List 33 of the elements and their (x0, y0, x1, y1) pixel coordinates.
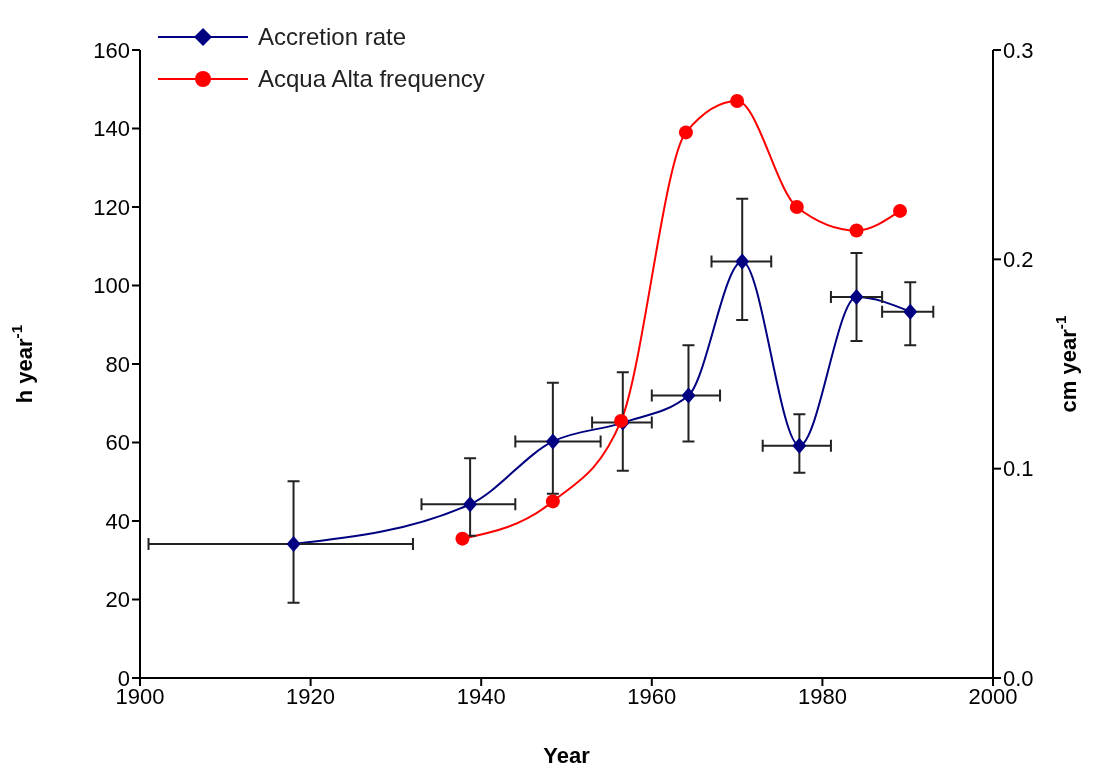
y-tick-label: 160 (93, 37, 130, 63)
y-tick-label: 60 (105, 430, 130, 456)
point (545, 494, 560, 509)
point (678, 125, 693, 140)
y-tick-label: 100 (93, 273, 130, 299)
point (792, 437, 807, 454)
point (545, 433, 560, 450)
y2-tick-label: 0.1 (1003, 456, 1034, 482)
legend-label: Accretion rate (258, 23, 407, 51)
y-tick-label: 120 (93, 194, 130, 220)
point (849, 223, 864, 238)
point (789, 200, 804, 214)
point (455, 531, 470, 546)
y-tick-label: 40 (105, 508, 130, 534)
legend-label: Acqua Alta frequency (258, 65, 485, 93)
y2-tick-label: 0.2 (1003, 247, 1034, 273)
y-tick-label: 140 (93, 116, 130, 142)
y-tick-label: 20 (105, 587, 130, 613)
point (849, 289, 864, 306)
point (893, 203, 908, 218)
point (463, 496, 478, 513)
x-tick-label: 1980 (797, 683, 847, 709)
x-tick-label: 1940 (456, 683, 506, 709)
x-tick-label: 1920 (286, 683, 336, 709)
point (681, 387, 696, 404)
x-tick-label: 1960 (627, 683, 677, 709)
point (903, 303, 918, 320)
y-tick-label: 80 (105, 351, 130, 377)
y2-tick-label: 0.3 (1003, 37, 1034, 63)
point (730, 94, 745, 109)
point (286, 536, 301, 553)
point (735, 253, 750, 270)
x-axis-title: Year (543, 743, 591, 768)
